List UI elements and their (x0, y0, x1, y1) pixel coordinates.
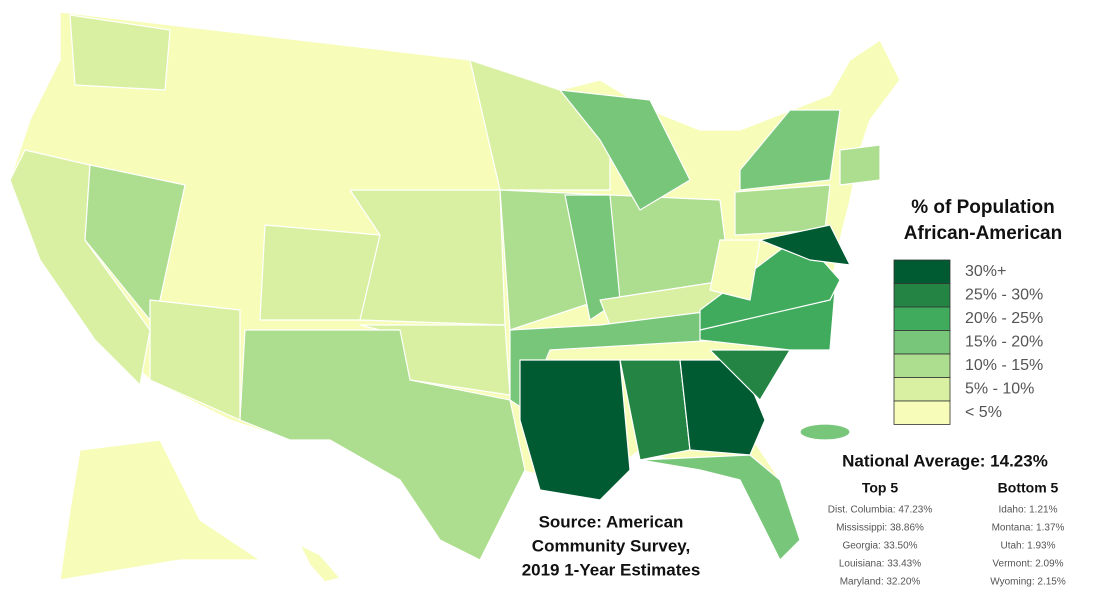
legend-swatch (893, 306, 951, 331)
legend: 30%+ 25% - 30% 20% - 25% 15% - 20% 10% - 15%… (893, 259, 1043, 425)
legend-label: 20% - 25% (965, 310, 1043, 327)
territory (799, 423, 851, 441)
bottom5-item: Montana: 1.37% (992, 523, 1065, 534)
top5-item: Georgia: 33.50% (842, 541, 917, 552)
state (259, 224, 381, 321)
state (709, 349, 791, 401)
legend-label: 15% - 20% (965, 334, 1043, 351)
state (759, 224, 851, 266)
legend-label: 25% - 30% (965, 287, 1043, 304)
top5-item: Mississippi: 38.86% (836, 523, 924, 534)
legend-swatch (893, 377, 951, 402)
state (349, 189, 506, 326)
source-line: 2019 1-Year Estimates (522, 560, 701, 579)
legend-swatch (893, 400, 951, 425)
state (239, 329, 526, 561)
state (509, 309, 721, 411)
bottom5-item: Vermont: 2.09% (992, 559, 1063, 570)
state (709, 239, 761, 301)
bottom5-item: Idaho: 1.21% (999, 505, 1058, 516)
bottom5-title: Bottom 5 (998, 480, 1059, 496)
top5-item: Dist. Columbia: 47.23% (828, 505, 933, 516)
source-line: Community Survey, (532, 536, 690, 555)
state (839, 144, 881, 186)
state (739, 109, 841, 191)
legend-title: % of Population (911, 197, 1055, 218)
legend-label: < 5% (965, 404, 1002, 421)
legend-label: 30%+ (965, 263, 1006, 280)
legend-swatch (893, 283, 951, 308)
top5-item: Louisiana: 33.43% (839, 559, 921, 570)
states (9, 11, 901, 583)
legend-swatch (893, 259, 951, 284)
source-line: Source: American (539, 512, 684, 531)
bottom5-item: Wyoming: 2.15% (990, 577, 1066, 588)
state (559, 89, 691, 211)
state (69, 14, 171, 91)
state (299, 544, 341, 583)
top5-item: Maryland: 32.20% (840, 577, 921, 588)
legend-label: 5% - 10% (965, 381, 1034, 398)
legend-title: African-American (904, 223, 1062, 244)
state (519, 359, 631, 501)
legend-label: 10% - 15% (965, 357, 1043, 374)
source: Source: American Community Survey, 2019 1-… (522, 512, 701, 579)
legend-swatch (893, 330, 951, 355)
legend-swatch (893, 353, 951, 378)
national-average: National Average: 14.23% (842, 451, 1048, 470)
rankings: Dist. Columbia: 47.23% Mississippi: 38.86… (828, 505, 1066, 588)
top5-title: Top 5 (862, 480, 899, 496)
state (59, 439, 261, 581)
bottom5-item: Utah: 1.93% (1000, 541, 1055, 552)
state (639, 454, 801, 561)
